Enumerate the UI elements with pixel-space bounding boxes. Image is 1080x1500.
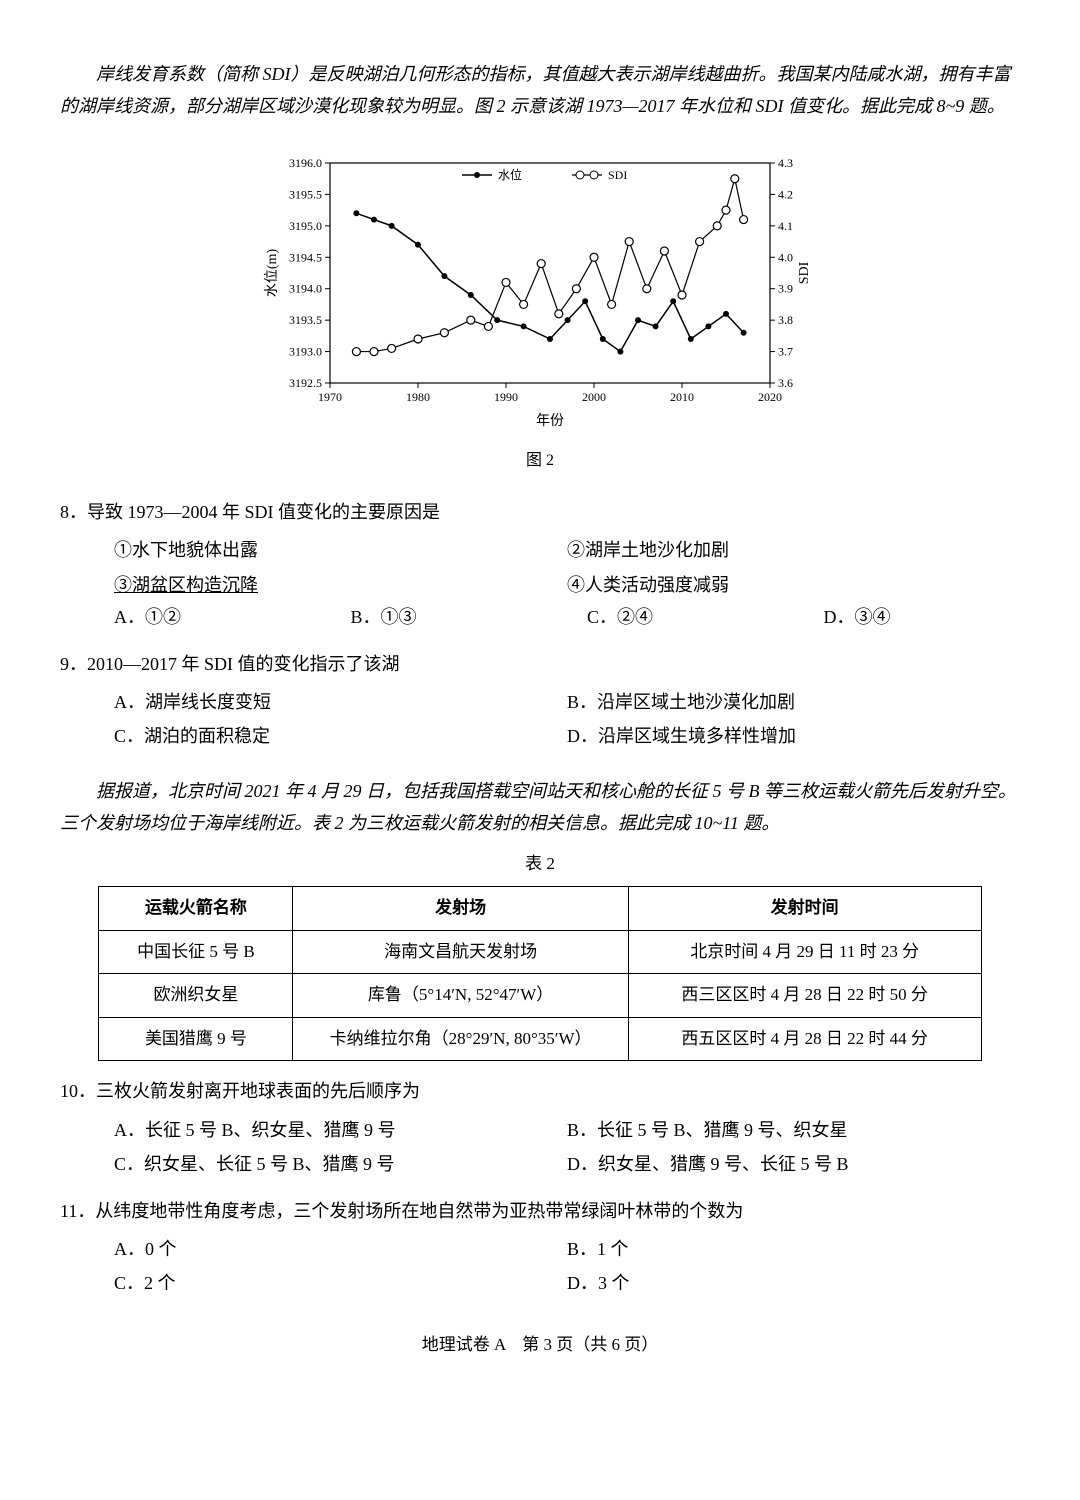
svg-text:3195.0: 3195.0: [289, 219, 322, 233]
svg-text:3193.5: 3193.5: [289, 313, 322, 327]
svg-text:3.8: 3.8: [778, 313, 793, 327]
table-row: 中国长征 5 号 B海南文昌航天发射场北京时间 4 月 29 日 11 时 23…: [99, 930, 981, 974]
th-site: 发射场: [293, 887, 628, 931]
th-rocket: 运载火箭名称: [99, 887, 293, 931]
q8-choice-c: C．②④: [587, 601, 784, 633]
q8-item-4: ④人类活动强度减弱: [567, 569, 1020, 601]
q10-choice-a: A．长征 5 号 B、织女星、猎鹰 9 号: [114, 1114, 567, 1146]
question-11-choices: A．0 个 B．1 个 C．2 个 D．3 个: [114, 1233, 1020, 1300]
svg-text:3193.0: 3193.0: [289, 344, 322, 358]
svg-text:2020: 2020: [758, 390, 782, 404]
q8-item-3: ③湖盆区构造沉降: [114, 569, 567, 601]
svg-text:年份: 年份: [536, 413, 564, 429]
svg-text:1980: 1980: [406, 390, 430, 404]
q9-choice-d: D．沿岸区域生境多样性增加: [567, 720, 1020, 752]
chart-figure-2: 1970 1980 1990 2000 2010 2020 年份 3192.5 3193.0 31…: [60, 133, 1020, 476]
q8-item-1: ①水下地貌体出露: [114, 534, 567, 566]
q8-choice-a: A．①②: [114, 601, 311, 633]
intro-paragraph: 岸线发育系数（简称 SDI）是反映湖泊几何形态的指标，其值越大表示湖岸线越曲折。…: [60, 58, 1020, 123]
svg-text:3192.5: 3192.5: [289, 376, 322, 390]
svg-text:1970: 1970: [318, 390, 342, 404]
table-cell: 欧洲织女星: [99, 974, 293, 1018]
table-cell: 北京时间 4 月 29 日 11 时 23 分: [628, 930, 981, 974]
table-cell: 卡纳维拉尔角（28°29′N, 80°35′W）: [293, 1017, 628, 1061]
svg-text:4.0: 4.0: [778, 250, 793, 264]
svg-text:4.3: 4.3: [778, 156, 793, 170]
table-cell: 美国猎鹰 9 号: [99, 1017, 293, 1061]
question-9-stem: 9．2010—2017 年 SDI 值的变化指示了该湖: [60, 648, 1020, 680]
svg-text:3194.5: 3194.5: [289, 250, 322, 264]
svg-text:3.9: 3.9: [778, 281, 793, 295]
svg-text:3195.5: 3195.5: [289, 187, 322, 201]
svg-text:2010: 2010: [670, 390, 694, 404]
q11-choice-c: C．2 个: [114, 1267, 567, 1299]
q9-choice-c: C．湖泊的面积稳定: [114, 720, 567, 752]
q11-choice-d: D．3 个: [567, 1267, 1020, 1299]
passage-10-11: 据报道，北京时间 2021 年 4 月 29 日，包括我国搭载空间站天和核心舱的…: [60, 775, 1020, 840]
table-2-caption: 表 2: [60, 849, 1020, 880]
question-8-items: ①水下地貌体出露 ②湖岸土地沙化加剧 ③湖盆区构造沉降 ④人类活动强度减弱: [114, 534, 1020, 601]
table-2: 运载火箭名称 发射场 发射时间 中国长征 5 号 B海南文昌航天发射场北京时间 …: [98, 886, 981, 1061]
chart-caption: 图 2: [60, 447, 1020, 476]
svg-text:3.6: 3.6: [778, 376, 793, 390]
q11-choice-a: A．0 个: [114, 1233, 567, 1265]
question-10-stem: 10．三枚火箭发射离开地球表面的先后顺序为: [60, 1075, 1020, 1107]
table-cell: 中国长征 5 号 B: [99, 930, 293, 974]
table-cell: 西三区区时 4 月 28 日 22 时 50 分: [628, 974, 981, 1018]
table-cell: 库鲁（5°14′N, 52°47′W）: [293, 974, 628, 1018]
svg-text:水位: 水位: [498, 167, 522, 182]
table-row: 美国猎鹰 9 号卡纳维拉尔角（28°29′N, 80°35′W）西五区区时 4 …: [99, 1017, 981, 1061]
svg-text:1990: 1990: [494, 390, 518, 404]
chart-svg: 1970 1980 1990 2000 2010 2020 年份 3192.5 3193.0 31…: [260, 133, 820, 433]
q8-item-2: ②湖岸土地沙化加剧: [567, 534, 1020, 566]
svg-text:3.7: 3.7: [778, 344, 793, 358]
table-row: 欧洲织女星库鲁（5°14′N, 52°47′W）西三区区时 4 月 28 日 2…: [99, 974, 981, 1018]
svg-text:SDI: SDI: [608, 168, 627, 182]
svg-text:SDI: SDI: [797, 261, 812, 284]
question-11-stem: 11．从纬度地带性角度考虑，三个发射场所在地自然带为亚热带常绿阔叶林带的个数为: [60, 1195, 1020, 1227]
table-header-row: 运载火箭名称 发射场 发射时间: [99, 887, 981, 931]
svg-text:水位(m): 水位(m): [264, 248, 280, 297]
question-10-choices: A．长征 5 号 B、织女星、猎鹰 9 号 B．长征 5 号 B、猎鹰 9 号、…: [114, 1114, 1020, 1181]
svg-text:4.1: 4.1: [778, 219, 793, 233]
question-9-choices: A．湖岸线长度变短 B．沿岸区域土地沙漠化加剧 C．湖泊的面积稳定 D．沿岸区域…: [114, 686, 1020, 753]
q10-choice-d: D．织女星、猎鹰 9 号、长征 5 号 B: [567, 1148, 1020, 1180]
q8-choice-d: D．③④: [824, 601, 1021, 633]
svg-text:3196.0: 3196.0: [289, 156, 322, 170]
q11-choice-b: B．1 个: [567, 1233, 1020, 1265]
page-footer: 地理试卷 A 第 3 页（共 6 页）: [60, 1330, 1020, 1361]
svg-text:2000: 2000: [582, 390, 606, 404]
svg-text:4.2: 4.2: [778, 187, 793, 201]
q10-choice-b: B．长征 5 号 B、猎鹰 9 号、织女星: [567, 1114, 1020, 1146]
table-cell: 西五区区时 4 月 28 日 22 时 44 分: [628, 1017, 981, 1061]
table-cell: 海南文昌航天发射场: [293, 930, 628, 974]
q8-choice-b: B．①③: [351, 601, 548, 633]
q9-choice-a: A．湖岸线长度变短: [114, 686, 567, 718]
th-time: 发射时间: [628, 887, 981, 931]
question-8-choices: A．①② B．①③ C．②④ D．③④: [114, 601, 1020, 633]
q9-choice-b: B．沿岸区域土地沙漠化加剧: [567, 686, 1020, 718]
question-8-stem: 8．导致 1973—2004 年 SDI 值变化的主要原因是: [60, 496, 1020, 528]
q10-choice-c: C．织女星、长征 5 号 B、猎鹰 9 号: [114, 1148, 567, 1180]
svg-text:3194.0: 3194.0: [289, 281, 322, 295]
